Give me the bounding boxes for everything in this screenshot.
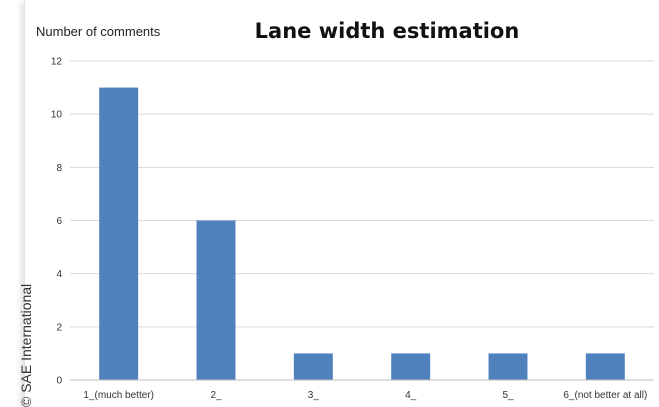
bar [488,353,528,380]
x-tick-label: 4_ [405,390,417,401]
y-tick-label: 6 [56,216,62,227]
gridlines [70,60,654,328]
y-tick-labels: 0 2 4 6 8 10 12 [51,57,63,387]
x-tick-label: 6_(not better at all) [563,390,647,401]
y-axis-label: Number of comments [36,24,161,39]
x-tick-label: 3_ [308,390,320,401]
y-tick-label: 10 [51,110,63,121]
y-tick-label: 8 [56,163,62,174]
bar [391,353,431,380]
bar [585,353,625,380]
y-tick-label: 2 [56,322,62,333]
bar [99,87,139,380]
y-tick-label: 0 [56,376,62,387]
x-tick-label: 5_ [502,390,514,401]
bar [196,220,236,380]
x-tick-label: 2_ [210,390,222,401]
x-tick-labels: 1_(much better) 2_ 3_ 4_ 5_ 6_(not better at … [83,390,647,401]
bar [293,353,333,380]
y-tick-label: 4 [56,269,62,280]
chart-title: Lane width estimation [255,19,520,43]
y-tick-label: 12 [51,57,63,68]
bars [99,87,625,380]
x-tick-label: 1_(much better) [83,390,154,401]
